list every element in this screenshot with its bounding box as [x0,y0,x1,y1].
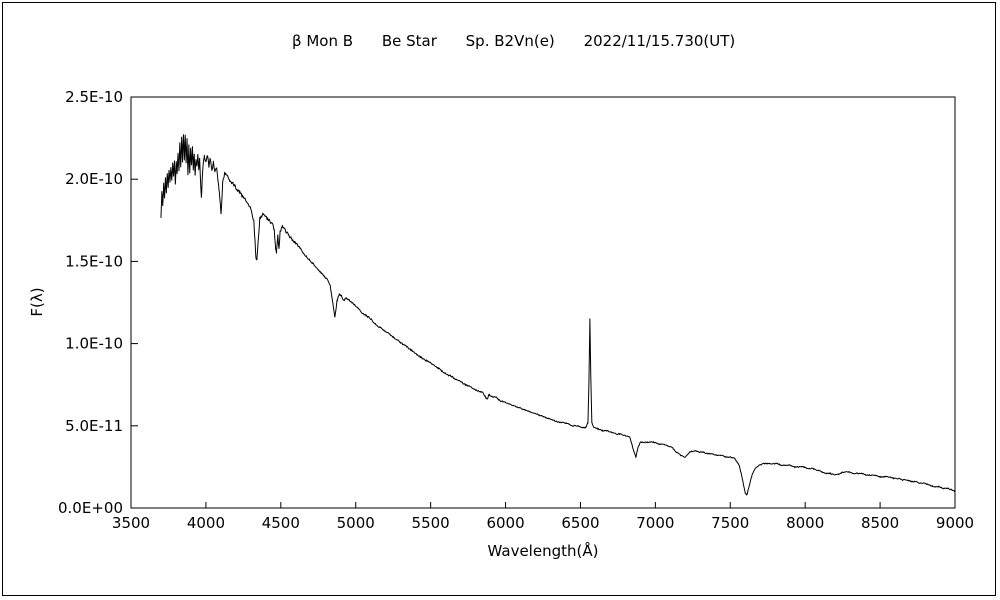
title-object-name: β Mon B [292,32,353,50]
x-tick-label: 7000 [636,514,674,532]
y-tick-label: 5.0E-11 [65,417,123,435]
y-tick-label: 2.0E-10 [65,170,123,188]
x-tick-label: 5000 [337,514,375,532]
x-axis-title: Wavelength(Å) [488,541,599,560]
x-tick-label: 5500 [412,514,450,532]
spectrum-line [160,134,956,496]
y-tick-label: 0.0E+00 [58,499,123,517]
x-tick-label: 4500 [262,514,300,532]
x-tick-label: 9000 [936,514,974,532]
title-spectral-type: Sp. B2Vn(e) [466,32,555,50]
axis-ticks: 3500 4000 4500 5000 5500 6000 6500 7000 7500 8000… [58,88,974,532]
y-tick-label: 1.0E-10 [65,335,123,353]
x-tick-label: 8500 [861,514,899,532]
plot-frame [130,96,956,509]
chart-title: β Mon B Be Star Sp. B2Vn(e) 2022/11/15.7… [292,32,735,50]
x-tick-label: 6500 [561,514,599,532]
spectrum-line-group [160,134,956,496]
title-obs-date: 2022/11/15.730(UT) [584,32,736,50]
x-tick-label: 6000 [486,514,524,532]
y-axis-title: F(λ) [28,287,46,316]
y-tick-label: 1.5E-10 [65,252,123,270]
y-tick-label: 2.5E-10 [65,88,123,106]
x-tick-label: 7500 [711,514,749,532]
title-star-type: Be Star [382,32,438,50]
x-tick-label: 3500 [112,514,150,532]
x-tick-label: 8000 [786,514,824,532]
x-tick-label: 4000 [187,514,225,532]
